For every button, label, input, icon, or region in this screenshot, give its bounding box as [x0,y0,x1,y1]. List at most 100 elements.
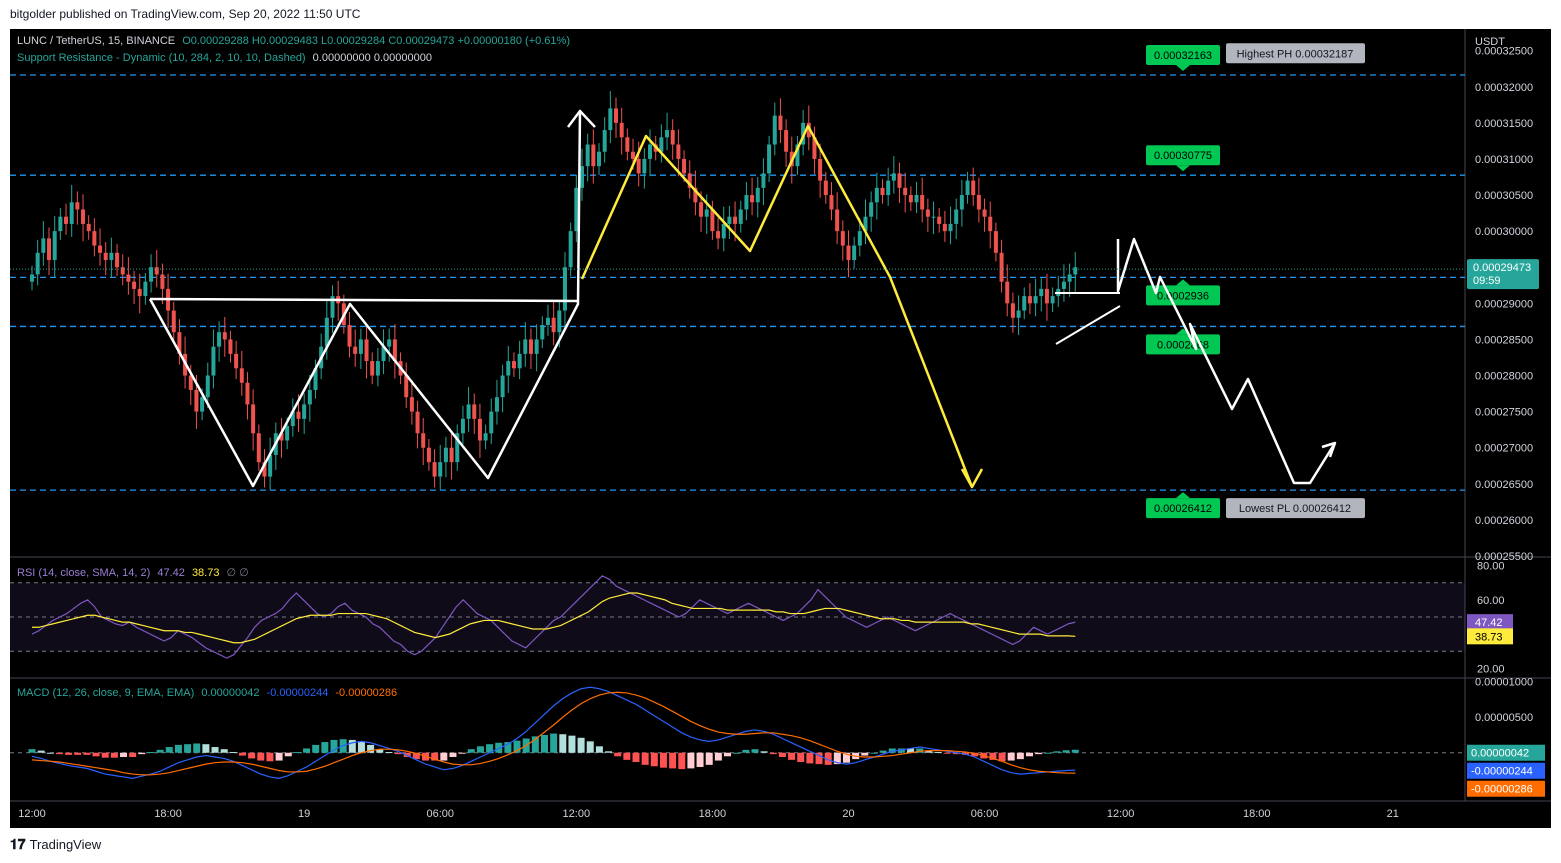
macd-legend[interactable]: MACD (12, 26, close, 9, EMA, EMA) 0.0000… [17,687,397,699]
chart-area[interactable]: 0.00032163 0.00030775 0.0002936 0.0002868 0.… [10,29,1551,828]
sr-level-badge-pointer [1176,64,1190,71]
macd-histogram-bar [769,752,777,755]
macd-histogram-bar [778,752,786,758]
candle-body [296,411,301,419]
macd-histogram-bar [156,749,164,753]
rsi-tick-label: 20.00 [1477,663,1505,675]
candle-body [472,404,477,419]
macd-histogram-bar [815,752,823,765]
candle-body [1016,310,1021,318]
candle-body [710,209,715,232]
rsi-tick-label: 80.00 [1477,561,1505,573]
grid-layer [10,29,1551,802]
candle-body [466,404,471,419]
candle-body [818,158,823,181]
candle-body [665,130,670,138]
candle-body [392,339,397,362]
support-resistance-levels: 0.000321630.000307750.00029360.00028680.… [10,43,1465,519]
candle-body [494,397,499,412]
macd-histogram-bar [641,752,649,765]
candle-body [506,361,511,376]
candle-body [869,202,874,217]
candle-body [307,389,312,405]
macd-histogram-bar [238,752,246,756]
candle-body [205,375,210,398]
candle-body [1044,288,1049,304]
candle-body [234,353,239,369]
candle-body [619,122,624,138]
candle-body [132,281,137,289]
candle-body [149,267,154,282]
price-tick-label: 0.00030500 [1475,190,1533,202]
candle-body [188,375,193,390]
macd-histogram-bar [193,743,201,753]
price-tick-label: 0.00030000 [1475,226,1533,238]
macd-histogram-bar [742,749,750,753]
macd-histogram-bar [897,748,905,753]
macd-histogram-bar [568,735,576,753]
macd-histogram-bar [907,748,915,753]
candle-body [1067,274,1072,282]
indicator-legend[interactable]: Support Resistance - Dynamic (10, 284, 2… [17,52,432,64]
macd-histogram-bar [431,752,439,761]
candle-body [755,187,760,203]
rsi-value: 47.42 [157,567,185,579]
symbol-legend[interactable]: LUNC / TetherUS, 15, BINANCE O0.00029288… [17,35,570,47]
candle-body [109,252,114,261]
candle-body [154,267,159,275]
candle-body [30,274,34,282]
macd-histogram-bar [330,739,338,753]
macd-histogram-bar [449,752,457,758]
macd-histogram-bar [55,752,63,755]
candle-body [262,462,267,477]
candle-body [285,426,290,441]
macd-histogram-bar [888,748,896,753]
rsi-legend[interactable]: RSI (14, close, SMA, 14, 2) 47.42 38.73 … [17,566,249,579]
rsi-pane: 80.00 60.00 20.00 47.42 38.73 [10,561,1513,675]
candle-body [1061,281,1066,289]
macd-histogram-bar [120,752,128,758]
candle-body [676,144,681,159]
macd-histogram-bar [861,752,869,756]
candle-body [500,375,505,398]
candle-body [585,144,590,167]
time-tick-label: 19 [298,808,310,820]
candle-body [733,216,738,224]
sr-level-badge-pointer [1176,328,1190,335]
candle-body [795,144,800,167]
candle-body [375,361,380,376]
sr-level-label: 0.00032163 [1154,50,1212,62]
candle-body [143,281,148,297]
candle-body [874,187,879,203]
macd-histogram-bar [385,752,393,754]
candle-body [993,231,998,253]
candle-body [98,245,103,253]
sr-level-badge [1146,285,1220,306]
price-tick-label: 0.00025500 [1475,551,1533,563]
chart-svg[interactable]: 0.000321630.000307750.00029360.00028680.… [10,29,1551,828]
candle-body [1027,296,1032,304]
candle-body [52,231,57,261]
candle-body [115,252,120,268]
candle-body [659,137,664,152]
macd-histogram-bar [833,752,841,765]
macd-histogram-bar [184,744,192,753]
candle-body [699,202,704,217]
candle-body [562,267,567,311]
pattern-line-white [148,110,582,488]
price-tick-label: 0.00028000 [1475,371,1533,383]
countdown-label: 09:59 [1473,275,1501,287]
candle-body [925,209,930,217]
candle-body [784,130,789,152]
candle-body [511,361,516,369]
macd-hist-badge-label: 0.00000042 [1471,748,1529,760]
candle-body [58,216,63,232]
last-price-label: 0.00029473 [1473,262,1531,274]
candle-body [517,353,522,369]
candle-body [942,223,947,232]
tradingview-logo-icon: 𝟏𝟕 [10,836,26,852]
candle-body [738,209,743,224]
candle-body [608,108,613,131]
macd-histogram-bar [321,742,329,753]
